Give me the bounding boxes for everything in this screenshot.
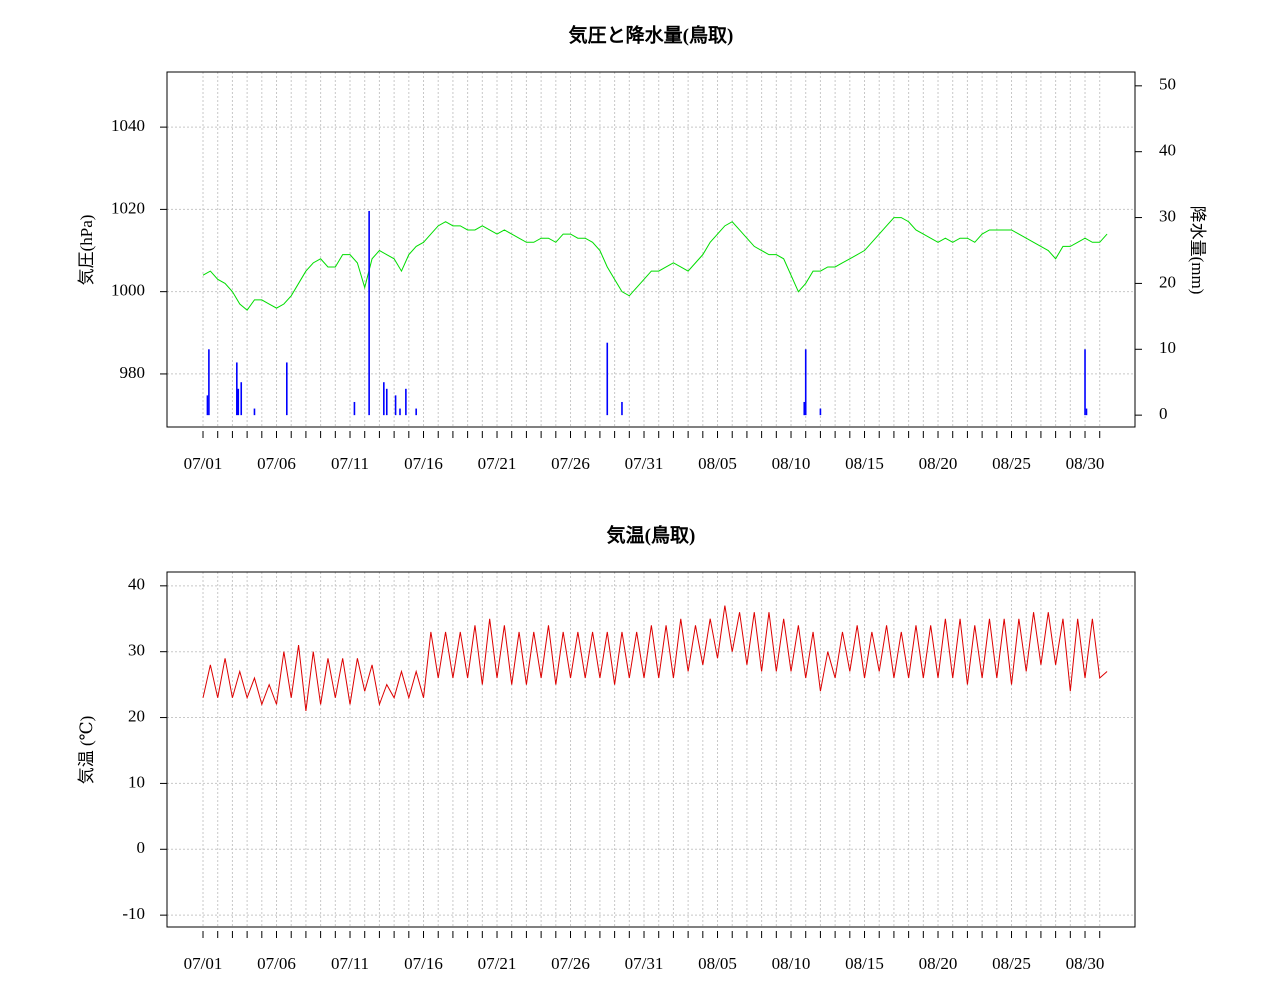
bar (236, 362, 238, 416)
x-tick-label: 08/25 (992, 454, 1031, 473)
y-tick-label: 0 (137, 838, 146, 857)
y-tick-label: -10 (122, 904, 145, 923)
bar (804, 349, 807, 416)
x-tick-label: 07/06 (257, 454, 296, 473)
x-tick-label: 08/10 (772, 954, 811, 973)
y-tick-label: 30 (128, 641, 145, 660)
plot-frame (166, 71, 1136, 428)
x-tick-label: 07/16 (404, 954, 443, 973)
y2-tick-label: 30 (1159, 206, 1176, 225)
y-tick-label: 40 (128, 575, 145, 594)
x-tick-label: 07/21 (478, 954, 517, 973)
plot-frame (166, 571, 1136, 928)
line (202, 217, 1108, 311)
x-tick-label: 08/30 (1066, 954, 1105, 973)
bar (368, 210, 370, 416)
y2-tick-label: 10 (1159, 338, 1176, 357)
bar (253, 408, 256, 416)
bar (208, 349, 210, 416)
bar (286, 362, 288, 416)
bar (819, 408, 822, 416)
y2-axis-label: 降水量(mm) (1188, 206, 1207, 295)
x-tick-label: 07/16 (404, 454, 443, 473)
y-axis-label: 気温 (℃) (77, 716, 96, 785)
bar (405, 388, 407, 416)
x-tick-label: 08/10 (772, 454, 811, 473)
y-tick-label: 10 (128, 772, 145, 791)
x-tick-label: 08/05 (698, 454, 737, 473)
x-tick-label: 08/20 (919, 954, 958, 973)
x-tick-label: 08/25 (992, 954, 1031, 973)
x-tick-label: 08/15 (845, 954, 884, 973)
y2-tick-label: 0 (1159, 404, 1168, 423)
x-tick-label: 07/31 (625, 954, 664, 973)
x-tick-label: 07/11 (331, 954, 369, 973)
bar (206, 395, 209, 416)
y-tick-label: 1020 (111, 198, 145, 217)
y-tick-label: 980 (120, 363, 146, 382)
bar (606, 342, 609, 416)
x-tick-label: 08/15 (845, 454, 884, 473)
x-tick-label: 07/21 (478, 454, 517, 473)
bar (621, 401, 623, 416)
y2-tick-label: 20 (1159, 272, 1176, 291)
y-tick-label: 20 (128, 706, 145, 725)
x-tick-label: 07/01 (184, 454, 223, 473)
bar (1085, 408, 1088, 416)
x-tick-label: 07/01 (184, 954, 223, 973)
x-tick-label: 07/26 (551, 454, 590, 473)
y2-tick-label: 40 (1159, 141, 1176, 160)
x-tick-label: 08/30 (1066, 454, 1105, 473)
x-tick-label: 07/06 (257, 954, 296, 973)
bar (383, 382, 385, 416)
bar (240, 382, 243, 416)
chart-title: 気温(鳥取) (607, 523, 696, 546)
x-tick-label: 07/31 (625, 454, 664, 473)
x-tick-label: 08/05 (698, 954, 737, 973)
bar (415, 408, 417, 416)
line (202, 605, 1108, 712)
y-tick-label: 1000 (111, 281, 145, 300)
chart-title: 気圧と降水量(鳥取) (569, 23, 734, 46)
y-tick-label: 1040 (111, 116, 145, 135)
bar (803, 401, 806, 416)
y2-tick-label: 50 (1159, 75, 1176, 94)
bar (394, 395, 397, 416)
bar (353, 401, 356, 416)
x-tick-label: 07/11 (331, 454, 369, 473)
bar (385, 388, 388, 416)
bar (237, 388, 240, 416)
bar (1084, 349, 1086, 416)
y-axis-label: 気圧(hPa) (77, 215, 96, 286)
x-tick-label: 07/26 (551, 954, 590, 973)
bar (399, 408, 401, 416)
x-tick-label: 08/20 (919, 454, 958, 473)
